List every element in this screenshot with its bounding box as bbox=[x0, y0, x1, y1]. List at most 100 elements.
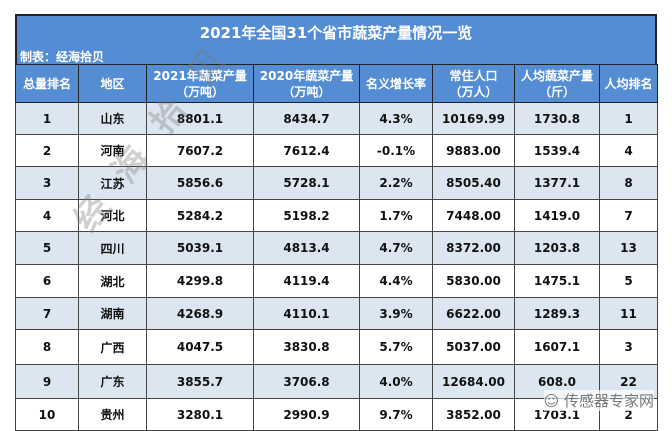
table-row: 7 湖南 4268.9 4110.1 3.9% 6622.00 1289.3 11 bbox=[15, 297, 658, 330]
header-text: 2020年蔬菜产量 bbox=[259, 68, 354, 83]
table-cell: 10 bbox=[15, 398, 79, 431]
table-cell: 4813.4 bbox=[253, 231, 360, 265]
table-cell: 3 bbox=[15, 166, 79, 200]
table-cell: 广西 bbox=[78, 329, 147, 365]
table-cell: 5039.1 bbox=[146, 231, 254, 265]
table-cell: 8 bbox=[599, 166, 658, 200]
wechat-icon: ☺ bbox=[543, 392, 564, 410]
column-header: 名义增长率 bbox=[359, 64, 433, 103]
data-table: 总量排名 地区 2021年蔬菜产量 （万吨） 2020年蔬菜产量 （万吨） 名义增长率 常住人… bbox=[15, 64, 658, 431]
table-cell: 3830.8 bbox=[253, 329, 360, 365]
table-cell: 1730.8 bbox=[514, 102, 600, 135]
table-cell: 1377.1 bbox=[514, 166, 600, 200]
table-cell: 9.7% bbox=[359, 398, 433, 431]
table-cell: 湖南 bbox=[78, 297, 147, 330]
table-cell: 河北 bbox=[78, 199, 147, 232]
table-row: 1 山东 8801.1 8434.7 4.3% 10169.99 1730.8 1 bbox=[15, 102, 658, 135]
table-cell: 4.3% bbox=[359, 102, 433, 135]
table-cell: 9 bbox=[15, 364, 79, 399]
table-cell: 1.7% bbox=[359, 199, 433, 232]
header-text: 人均蔬菜产量 bbox=[520, 68, 593, 83]
table-cell: 广东 bbox=[78, 364, 147, 399]
table-cell: 5830.00 bbox=[432, 264, 515, 298]
table-cell: 5.7% bbox=[359, 329, 433, 365]
table-cell: 7612.4 bbox=[253, 134, 360, 167]
table-cell: 四川 bbox=[78, 231, 147, 265]
table-cell: 3852.00 bbox=[432, 398, 515, 431]
table-cell: 5037.00 bbox=[432, 329, 515, 365]
table-cell: 12684.00 bbox=[432, 364, 515, 399]
table-cell: 河南 bbox=[78, 134, 147, 167]
table-cell: 2 bbox=[15, 134, 79, 167]
table-cell: 1539.4 bbox=[514, 134, 600, 167]
table-cell: 4110.1 bbox=[253, 297, 360, 330]
table-cell: 4268.9 bbox=[146, 297, 254, 330]
table-cell: 4 bbox=[15, 199, 79, 232]
logo-text: 传感器专家网 bbox=[563, 392, 654, 410]
table-cell: 5198.2 bbox=[253, 199, 360, 232]
table-cell: 5728.1 bbox=[253, 166, 360, 200]
header-text: 人均排名 bbox=[604, 76, 653, 91]
table-row: 2 河南 7607.2 7612.4 -0.1% 9883.00 1539.4 4 bbox=[15, 134, 658, 167]
column-header: 2020年蔬菜产量 （万吨） bbox=[253, 64, 360, 103]
header-text: 名义增长率 bbox=[365, 76, 426, 91]
table-cell: 3855.7 bbox=[146, 364, 254, 399]
table-cell: -0.1% bbox=[359, 134, 433, 167]
column-header: 人均蔬菜产量 （斤） bbox=[514, 64, 600, 103]
table-cell: 8372.00 bbox=[432, 231, 515, 265]
table-cell: 8434.7 bbox=[253, 102, 360, 135]
table-cell: 4047.5 bbox=[146, 329, 254, 365]
header-text: 地区 bbox=[100, 76, 125, 91]
table-cell: 3280.1 bbox=[146, 398, 254, 431]
table-cell: 4299.8 bbox=[146, 264, 254, 298]
table-cell: 13 bbox=[599, 231, 658, 265]
header-text: （万吨） bbox=[175, 84, 224, 99]
table-cell: 5 bbox=[15, 231, 79, 265]
table-cell: 3.9% bbox=[359, 297, 433, 330]
table-cell: 3706.8 bbox=[253, 364, 360, 399]
table-cell: 4119.4 bbox=[253, 264, 360, 298]
column-header: 地区 bbox=[78, 64, 147, 103]
table-cell: 7 bbox=[15, 297, 79, 330]
table-cell: 江苏 bbox=[78, 166, 147, 200]
header-text: 常住人口 bbox=[449, 68, 498, 83]
table-row: 9 广东 3855.7 3706.8 4.0% 12684.00 608.0 22 bbox=[15, 364, 658, 399]
table-cell: 8801.1 bbox=[146, 102, 254, 135]
table-cell: 6 bbox=[15, 264, 79, 298]
table-cell: 山东 bbox=[78, 102, 147, 135]
table-cell: 1203.8 bbox=[514, 231, 600, 265]
column-header: 常住人口 （万人） bbox=[432, 64, 515, 103]
table-cell: 湖北 bbox=[78, 264, 147, 298]
table-cell: 7 bbox=[599, 199, 658, 232]
header-text: （斤） bbox=[538, 84, 575, 99]
table-cell: 11 bbox=[599, 297, 658, 330]
column-header: 总量排名 bbox=[15, 64, 79, 103]
header-text: （万吨） bbox=[282, 84, 331, 99]
table-cell: 4.7% bbox=[359, 231, 433, 265]
table-cell: 7607.2 bbox=[146, 134, 254, 167]
table-cell: 2.2% bbox=[359, 166, 433, 200]
table-cell: 2990.9 bbox=[253, 398, 360, 431]
table-cell: 5284.2 bbox=[146, 199, 254, 232]
table-cell: 4 bbox=[599, 134, 658, 167]
table-cell: 5856.6 bbox=[146, 166, 254, 200]
table-row: 4 河北 5284.2 5198.2 1.7% 7448.00 1419.0 7 bbox=[15, 199, 658, 232]
table-cell: 1419.0 bbox=[514, 199, 600, 232]
source-logo: ☺ 传感器专家网 bbox=[543, 390, 654, 411]
table-subtitle: 制表：经海拾贝 bbox=[20, 50, 105, 64]
table-cell: 1 bbox=[599, 102, 658, 135]
table-cell: 4.4% bbox=[359, 264, 433, 298]
header-text: 2021年蔬菜产量 bbox=[153, 68, 247, 83]
table-cell: 4.0% bbox=[359, 364, 433, 399]
column-header: 人均排名 bbox=[599, 64, 658, 103]
vegetable-output-table: 2021年全国31个省市蔬菜产量情况一览 制表：经海拾贝 总量排名 地区 2021年… bbox=[15, 14, 658, 431]
table-cell: 1 bbox=[15, 102, 79, 135]
table-title: 2021年全国31个省市蔬菜产量情况一览 bbox=[199, 24, 473, 42]
table-cell: 9883.00 bbox=[432, 134, 515, 167]
table-cell: 1289.3 bbox=[514, 297, 600, 330]
title-band: 2021年全国31个省市蔬菜产量情况一览 制表：经海拾贝 bbox=[15, 14, 657, 64]
table-row: 8 广西 4047.5 3830.8 5.7% 5037.00 1607.1 3 bbox=[15, 329, 658, 365]
column-header: 2021年蔬菜产量 （万吨） bbox=[146, 64, 254, 103]
table-cell: 5 bbox=[599, 264, 658, 298]
header-text: 总量排名 bbox=[22, 76, 71, 91]
